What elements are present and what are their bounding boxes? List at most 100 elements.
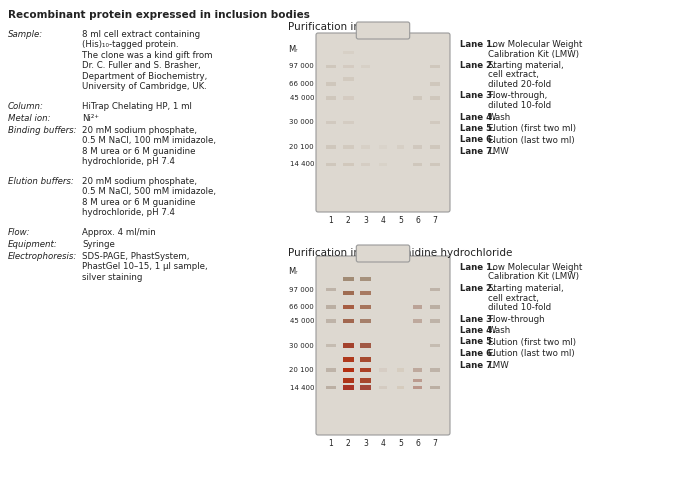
Text: 20 100: 20 100: [289, 144, 314, 150]
Bar: [396, 368, 404, 372]
Text: 97 000: 97 000: [289, 286, 314, 293]
Text: Lane 5.: Lane 5.: [460, 337, 495, 346]
Bar: [430, 305, 440, 309]
Text: Syringe: Syringe: [82, 240, 115, 249]
FancyBboxPatch shape: [316, 256, 450, 435]
Text: Lane 2.: Lane 2.: [460, 61, 495, 70]
Text: Wash: Wash: [488, 326, 511, 335]
Bar: [326, 145, 336, 149]
Bar: [343, 121, 354, 124]
Bar: [326, 319, 336, 323]
Bar: [343, 343, 354, 348]
Text: diluted 20-fold: diluted 20-fold: [488, 80, 551, 89]
Bar: [361, 318, 371, 323]
Text: Mᵣ: Mᵣ: [289, 44, 298, 54]
Text: 5: 5: [398, 216, 403, 225]
Bar: [343, 368, 354, 372]
Text: 2: 2: [346, 216, 350, 225]
Text: 20 mM sodium phosphate,
0.5 M NaCl, 100 mM imidazole,
8 M urea or 6 M guanidine
: 20 mM sodium phosphate, 0.5 M NaCl, 100 …: [82, 126, 216, 166]
Bar: [326, 386, 336, 390]
Text: 3: 3: [363, 439, 368, 448]
Text: Lane 1.: Lane 1.: [460, 40, 495, 49]
Bar: [361, 343, 371, 348]
Bar: [361, 277, 371, 281]
Text: 7: 7: [433, 439, 438, 448]
Bar: [343, 65, 354, 69]
Text: Elution (last two ml): Elution (last two ml): [488, 135, 574, 145]
Text: Flow:: Flow:: [8, 228, 30, 237]
Bar: [414, 386, 422, 390]
Bar: [430, 121, 440, 124]
Text: 20 100: 20 100: [289, 367, 314, 373]
Text: 45 000: 45 000: [289, 318, 314, 324]
Bar: [343, 385, 354, 390]
Text: LMW: LMW: [488, 360, 509, 370]
Text: Purification in 8 M urea: Purification in 8 M urea: [288, 22, 409, 32]
Text: 97 000: 97 000: [289, 63, 314, 70]
Bar: [414, 96, 422, 100]
Bar: [361, 305, 371, 309]
FancyBboxPatch shape: [357, 245, 409, 262]
Text: SDS-PAGE, PhastSystem,
PhastGel 10–15, 1 µl sample,
silver staining: SDS-PAGE, PhastSystem, PhastGel 10–15, 1…: [82, 252, 207, 282]
Bar: [343, 163, 354, 167]
Bar: [361, 163, 370, 167]
Text: LMW: LMW: [488, 147, 509, 156]
Text: 1: 1: [328, 216, 333, 225]
Bar: [343, 145, 354, 149]
Bar: [343, 277, 354, 281]
Bar: [430, 386, 440, 390]
Bar: [326, 305, 336, 309]
Text: 6: 6: [415, 216, 420, 225]
Bar: [379, 145, 387, 149]
Text: Elution (last two ml): Elution (last two ml): [488, 349, 574, 358]
Text: Sample:: Sample:: [8, 30, 43, 39]
Text: Equipment:: Equipment:: [8, 240, 58, 249]
Bar: [361, 368, 371, 372]
Text: 30 000: 30 000: [289, 119, 314, 126]
Bar: [396, 145, 404, 149]
Text: Lane 7.: Lane 7.: [460, 360, 495, 370]
Bar: [414, 378, 422, 382]
Bar: [414, 319, 422, 323]
Bar: [430, 82, 440, 86]
Bar: [430, 145, 440, 149]
Bar: [343, 305, 354, 309]
Text: Lane 4.: Lane 4.: [460, 326, 495, 335]
Text: 5: 5: [398, 439, 403, 448]
Text: Lane 3.: Lane 3.: [460, 315, 495, 323]
Text: Mᵣ: Mᵣ: [289, 267, 298, 277]
Bar: [414, 145, 422, 149]
Text: 14 400: 14 400: [289, 162, 314, 168]
Bar: [343, 378, 354, 383]
Bar: [326, 82, 336, 86]
Bar: [326, 121, 336, 124]
Text: Approx. 4 ml/min: Approx. 4 ml/min: [82, 228, 156, 237]
Bar: [379, 386, 387, 390]
Bar: [361, 357, 371, 362]
Text: Metal ion:: Metal ion:: [8, 114, 51, 123]
Bar: [326, 343, 336, 347]
Text: 30 000: 30 000: [289, 342, 314, 349]
Text: Starting material,: Starting material,: [488, 61, 563, 70]
Text: Lane 6.: Lane 6.: [460, 349, 495, 358]
Text: cell extract,: cell extract,: [488, 294, 539, 302]
Text: 20 mM sodium phosphate,
0.5 M NaCl, 500 mM imidazole,
8 M urea or 6 M guanidine
: 20 mM sodium phosphate, 0.5 M NaCl, 500 …: [82, 177, 216, 217]
Text: Lane 2.: Lane 2.: [460, 284, 495, 293]
Text: Lane 3.: Lane 3.: [460, 92, 495, 100]
Bar: [430, 368, 440, 372]
Text: Wash: Wash: [488, 112, 511, 121]
Text: 45 000: 45 000: [289, 95, 314, 101]
Bar: [326, 368, 336, 372]
Text: Electrophoresis:: Electrophoresis:: [8, 252, 77, 261]
Bar: [361, 378, 371, 383]
Text: Calibration Kit (LMW): Calibration Kit (LMW): [488, 50, 579, 58]
Bar: [343, 77, 354, 81]
Bar: [326, 288, 336, 291]
Bar: [430, 288, 440, 291]
Text: Starting material,: Starting material,: [488, 284, 563, 293]
Text: Calibration Kit (LMW): Calibration Kit (LMW): [488, 273, 579, 281]
Text: Purification in 6 M guanidine hydrochloride: Purification in 6 M guanidine hydrochlor…: [288, 248, 513, 258]
Text: Flow-through,: Flow-through,: [488, 92, 548, 100]
Bar: [430, 65, 440, 69]
Bar: [361, 145, 370, 149]
